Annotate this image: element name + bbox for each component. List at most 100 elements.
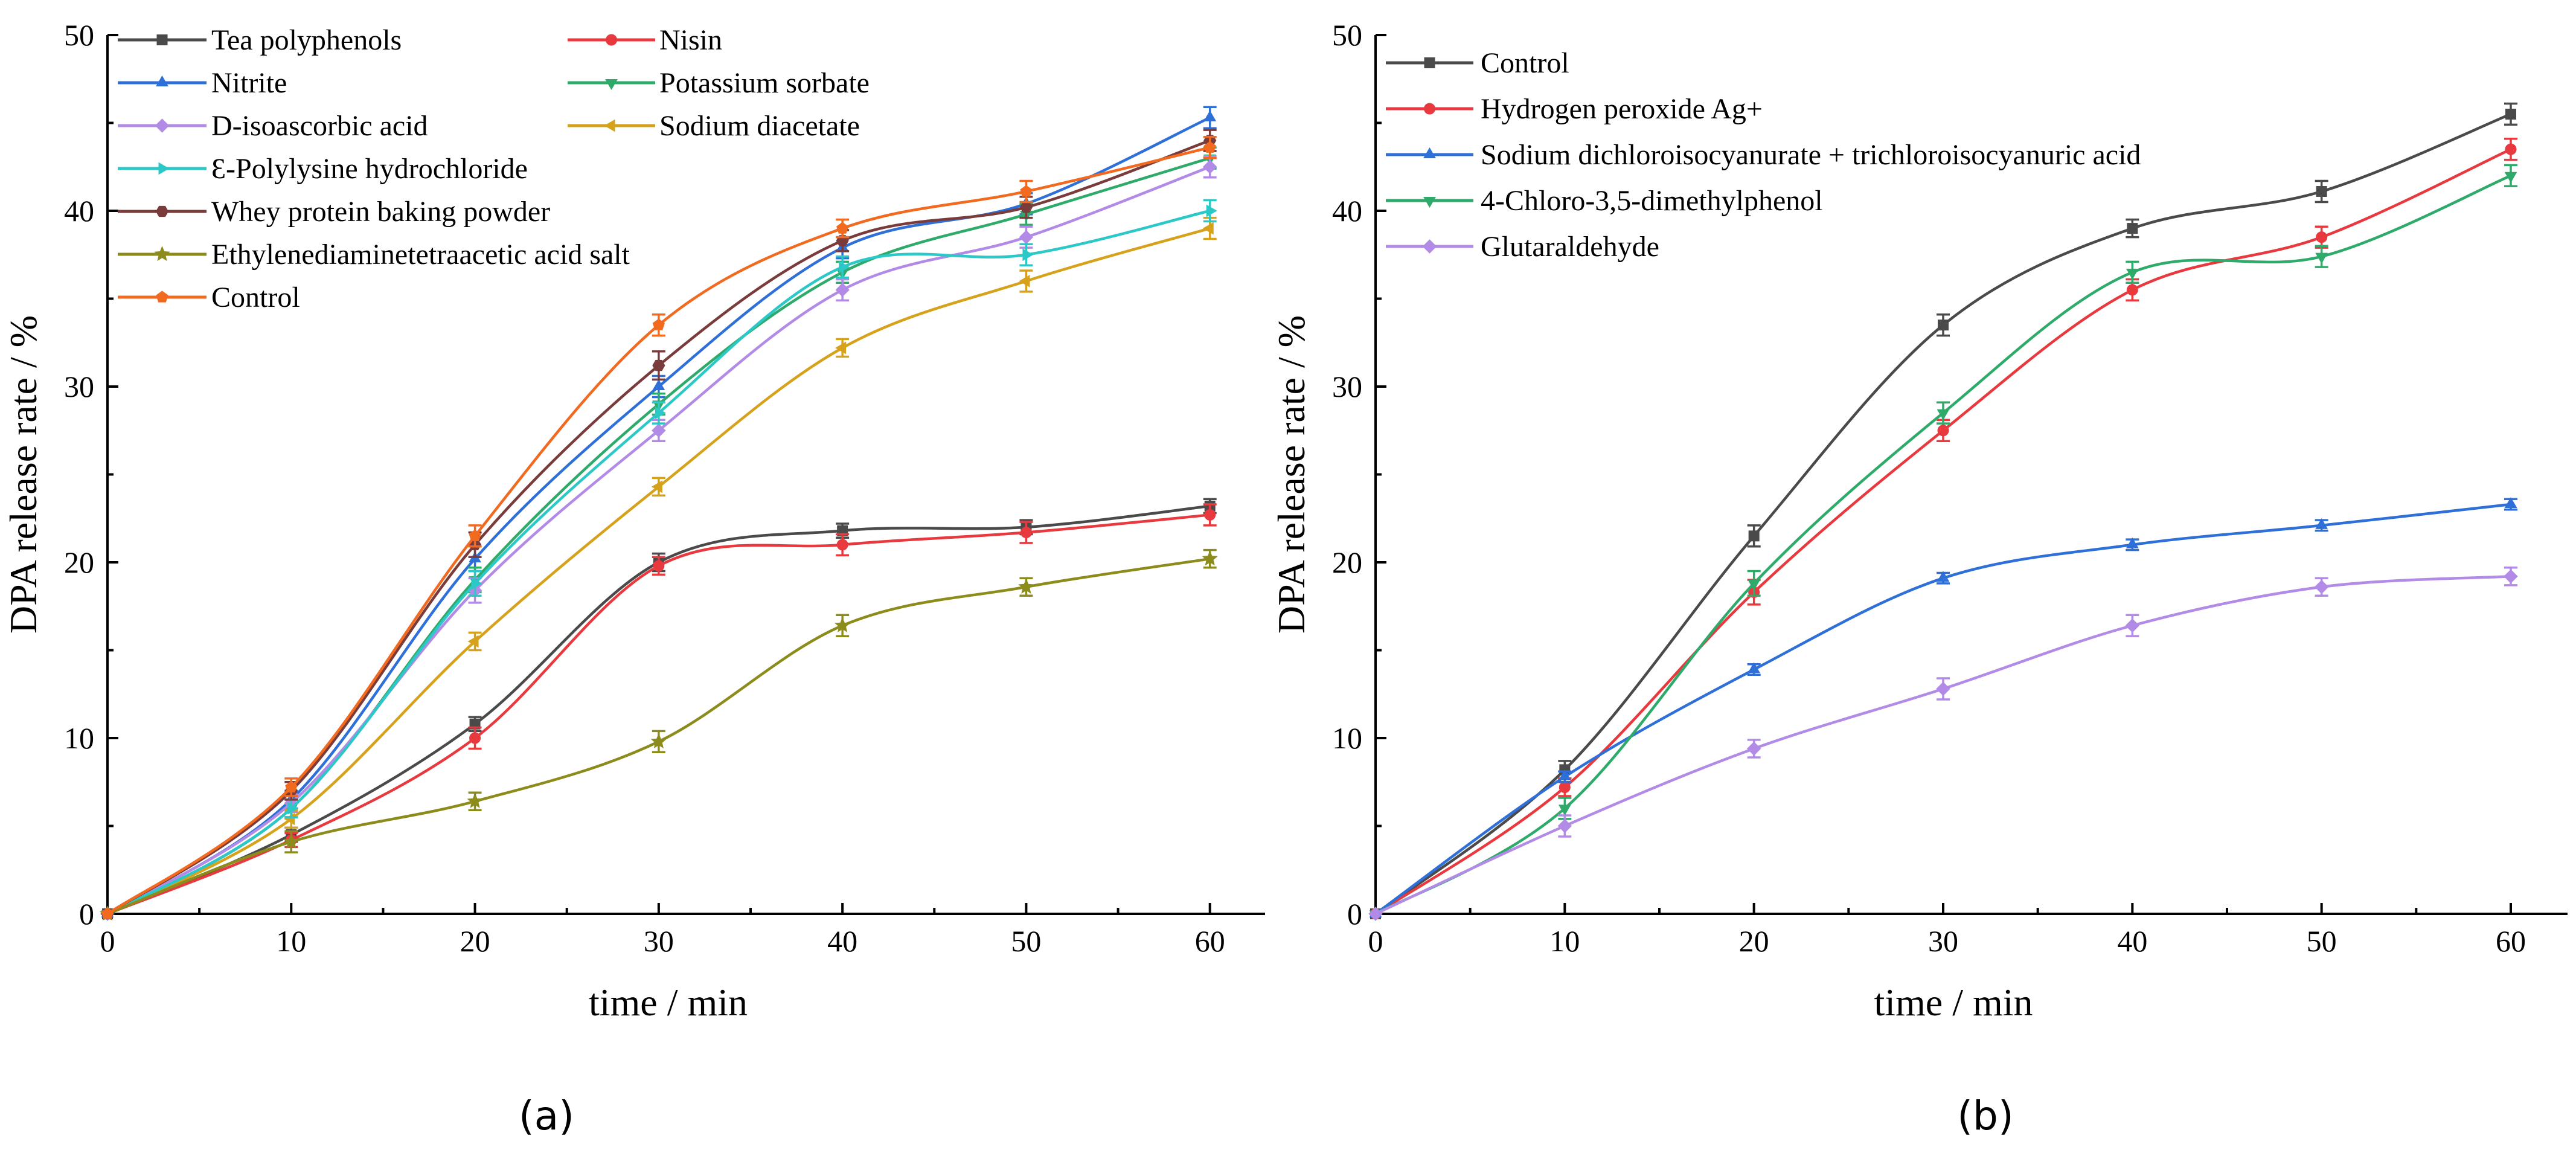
data-point	[1368, 907, 1383, 921]
data-point	[1203, 159, 1217, 174]
data-point	[1019, 202, 1033, 213]
legend-marker	[605, 79, 618, 90]
x-tick-label: 50	[1011, 924, 1041, 958]
data-point	[2126, 268, 2139, 280]
legend-marker	[155, 205, 169, 217]
data-point	[2504, 172, 2517, 183]
legend-marker	[604, 119, 615, 132]
data-point	[1020, 527, 1032, 539]
legend-marker	[1422, 239, 1437, 254]
legend-item-glutaraldehyde: Glutaraldehyde	[1386, 231, 1659, 263]
legend-label: Tea polyphenols	[211, 24, 402, 56]
data-point	[1019, 230, 1034, 245]
y-tick-label: 10	[1332, 721, 1362, 755]
series-glutaraldehyde	[1368, 566, 2518, 921]
legend-marker	[1424, 103, 1435, 115]
legend-label: Control	[1481, 47, 1569, 79]
data-point	[836, 539, 848, 551]
chart-panel-b: 0 10 20 30 40 50 60 0 10 20 30 40 50 time / min DPA re…	[1270, 18, 2568, 1139]
legend-item-sodium-diacetate: Sodium diacetate	[568, 110, 860, 142]
legend-label: Ɛ-Polylysine hydrochloride	[211, 153, 528, 185]
chart-panel-a: 0 10 20 30 40 50 60 0 10 20 30 40 50 time / min DPA re…	[2, 18, 1265, 1139]
data-point	[1937, 425, 1949, 437]
data-point	[2505, 108, 2516, 120]
legend-item-d-isoascorbic-acid: D-isoascorbic acid	[118, 110, 428, 142]
series-line	[1375, 575, 2511, 916]
data-point	[1203, 110, 1217, 121]
x-tick-label: 60	[2496, 924, 2526, 958]
legend-label: Potassium sorbate	[659, 67, 870, 99]
y-tick-label: 50	[64, 18, 94, 52]
series-control	[101, 136, 1217, 919]
data-point	[835, 283, 850, 297]
legend-item-potassium-sorbate: Potassium sorbate	[568, 67, 870, 99]
panel-label: (b)	[1957, 1093, 2013, 1139]
y-tick-label: 30	[1332, 370, 1362, 403]
data-point	[1202, 550, 1218, 566]
data-point	[469, 732, 481, 744]
legend-item-whey-protein-baking-powder: Whey protein baking powder	[118, 196, 550, 228]
data-point	[651, 480, 662, 493]
data-point	[1020, 185, 1033, 197]
legend-label: Glutaraldehyde	[1481, 231, 1659, 263]
x-tick-label: 10	[276, 924, 306, 958]
data-point	[653, 560, 665, 572]
data-point	[835, 617, 851, 632]
series-ethylenediaminetetraacetic-acid-salt	[99, 548, 1218, 921]
legend: Control Hydrogen peroxide Ag+ Sodium dichl…	[1386, 47, 2141, 263]
legend-label: 4-Chloro-3,5-dimethylphenol	[1481, 185, 1823, 217]
legend-label: Ethylenediaminetetraacetic acid salt	[211, 239, 630, 271]
legend-label: Nisin	[659, 24, 722, 56]
legend-marker	[1424, 57, 1435, 68]
legend-label: Hydrogen peroxide Ag+	[1481, 93, 1763, 125]
data-point	[655, 406, 666, 420]
series-sodium-dichloroisocyanurate-trichloroisocyanuric-acid	[1369, 496, 2517, 917]
x-axis-title: time / min	[1874, 981, 2033, 1024]
x-tick-label: 50	[2307, 924, 2337, 958]
x-tick-label: 20	[1739, 924, 1769, 958]
data-point	[2125, 618, 2140, 633]
legend-item-sodium-dichloroisocyanurate-trichloroisocyanuric-acid: Sodium dichloroisocyanurate + trichloroi…	[1386, 139, 2141, 171]
data-point	[2126, 284, 2138, 296]
data-point	[2126, 537, 2139, 548]
legend-marker	[156, 75, 168, 86]
data-point	[1202, 222, 1214, 235]
legend-label: D-isoascorbic acid	[211, 110, 428, 142]
legend-item-tea-polyphenols: Tea polyphenols	[118, 24, 402, 56]
data-point	[101, 907, 114, 919]
legend-item-control: Control	[1386, 47, 1569, 79]
y-tick-label: 0	[79, 897, 94, 931]
y-tick-label: 20	[1332, 545, 1362, 579]
data-point	[1748, 662, 1761, 673]
data-point	[1937, 571, 1950, 582]
y-axis-title: DPA release rate / %	[1270, 315, 1313, 634]
legend-label: Sodium diacetate	[659, 110, 860, 142]
data-point	[1558, 805, 1571, 816]
data-point	[1748, 579, 1761, 591]
x-tick-label: 60	[1195, 924, 1225, 958]
legend-marker	[158, 162, 170, 175]
data-point	[1018, 578, 1034, 594]
y-tick-label: 40	[64, 194, 94, 228]
y-tick-label: 30	[64, 370, 94, 403]
data-point	[1022, 248, 1034, 262]
legend-marker	[156, 291, 168, 303]
data-point	[2315, 252, 2328, 264]
data-point	[1748, 530, 1760, 542]
data-point	[2316, 185, 2327, 197]
legend-label: Sodium dichloroisocyanurate + trichloroi…	[1481, 139, 2141, 171]
data-point	[1936, 681, 1950, 696]
data-point	[652, 423, 666, 438]
series-line	[106, 116, 1211, 915]
data-point	[2314, 580, 2329, 594]
data-point	[2504, 569, 2518, 583]
series-line	[1374, 148, 2511, 915]
data-point	[1206, 204, 1217, 217]
x-tick-label: 20	[460, 924, 490, 958]
data-point	[652, 318, 665, 330]
series-line	[106, 156, 1211, 915]
series-nisin	[101, 503, 1217, 920]
legend-marker	[1423, 147, 1436, 158]
data-point	[1558, 769, 1571, 781]
